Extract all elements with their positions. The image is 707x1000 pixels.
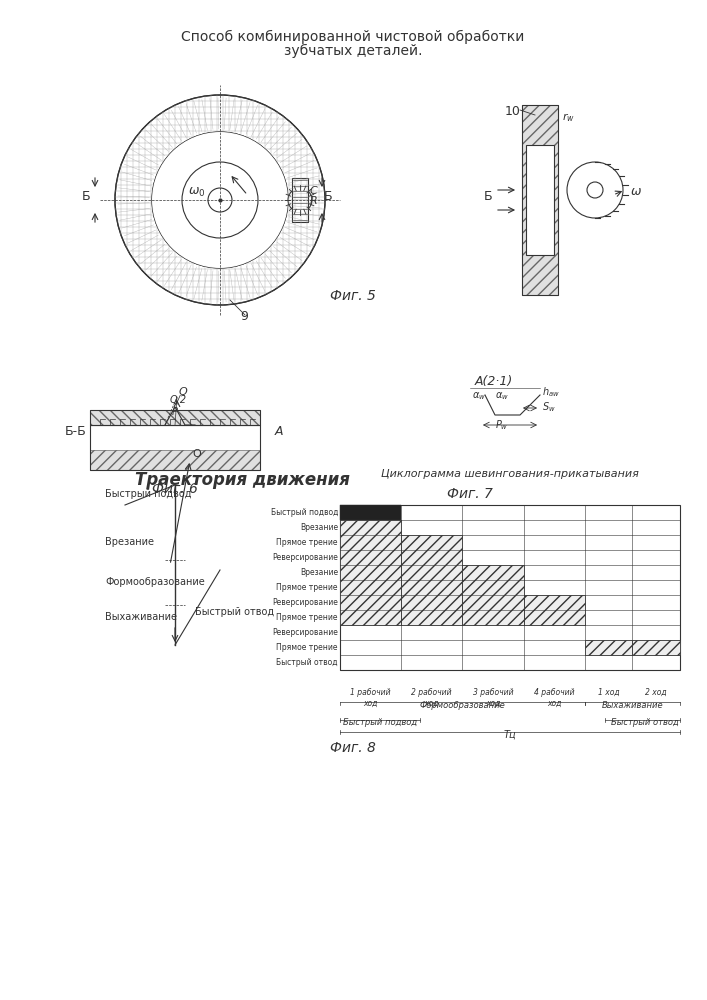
Text: Циклограмма шевингования-прикатывания: Циклограмма шевингования-прикатывания [381,469,639,479]
Text: Траектория движения: Траектория движения [135,471,350,489]
Bar [401,535,462,625]
Text: Прямое трение: Прямое трение [276,583,338,592]
Bar [632,640,680,655]
Text: 10: 10 [505,105,521,118]
Text: $\alpha_w$: $\alpha_w$ [495,390,509,402]
Bar [524,595,585,625]
Bar [90,450,260,470]
Text: C: C [310,186,317,196]
Text: Q: Q [179,387,188,397]
Text: Выхаживание: Выхаживание [105,612,177,622]
Text: A(2·1): A(2·1) [475,375,513,388]
Text: Быстрый отвод: Быстрый отвод [195,607,274,617]
Text: Б: Б [82,190,90,203]
Text: $P_w$: $P_w$ [495,418,508,432]
Bar [340,505,401,520]
Text: Реверсирование: Реверсирование [272,553,338,562]
Text: $S_w$: $S_w$ [542,400,556,414]
Text: Прямое трение: Прямое трение [276,613,338,622]
Bar [585,640,632,655]
Text: Тц: Тц [503,730,516,740]
Bar [522,105,558,295]
Text: 1 рабочий
ход: 1 рабочий ход [350,688,391,707]
Bar [526,145,554,255]
Text: Прямое трение: Прямое трение [276,538,338,547]
Text: Б: Б [484,190,492,203]
Text: R: R [310,196,317,206]
Circle shape [567,162,623,218]
Text: Фиг. 6: Фиг. 6 [152,482,198,496]
Text: Q/2: Q/2 [170,395,187,405]
Circle shape [208,188,232,212]
Text: Фиг. 5: Фиг. 5 [330,289,376,303]
Bar [90,410,260,425]
Text: Формообразование: Формообразование [105,577,205,587]
Text: Б: Б [324,190,332,203]
Text: зубчатых деталей.: зубчатых деталей. [284,44,422,58]
Text: 2 ход: 2 ход [645,688,667,697]
Text: $h_{aw}$: $h_{aw}$ [542,385,560,399]
Circle shape [587,182,603,198]
Text: Фиг. 8: Фиг. 8 [330,741,376,755]
Text: 3 рабочий
ход: 3 рабочий ход [473,688,513,707]
Text: $\omega$: $\omega$ [630,185,642,198]
Text: Выхаживание: Выхаживание [602,701,663,710]
Text: Б-Б: Б-Б [65,425,87,438]
Text: Врезание: Врезание [105,537,154,547]
Text: 1 ход: 1 ход [598,688,619,697]
Text: Реверсирование: Реверсирование [272,598,338,607]
Text: Фиг. 7: Фиг. 7 [447,487,493,501]
Text: Прямое трение: Прямое трение [276,643,338,652]
Text: $\alpha_w$: $\alpha_w$ [472,390,486,402]
Text: Быстрый отвод: Быстрый отвод [276,658,338,667]
Text: $r_w$: $r_w$ [562,111,575,124]
Text: Реверсирование: Реверсирование [272,628,338,637]
Bar [462,565,524,625]
Wedge shape [115,95,325,305]
Text: Формообразование: Формообразование [419,701,506,710]
Text: 9: 9 [240,310,248,323]
Text: $\omega_0$: $\omega_0$ [188,186,206,199]
Text: P: P [172,407,178,417]
Text: A: A [275,425,284,438]
Bar [90,425,260,470]
Bar [90,410,260,425]
Text: Способ комбинированной чистовой обработки: Способ комбинированной чистовой обработк… [181,30,525,44]
Text: Врезание: Врезание [300,523,338,532]
Circle shape [288,188,312,212]
Circle shape [152,132,288,268]
Bar [340,505,680,670]
Bar [340,520,401,625]
Text: Быстрый отвод: Быстрый отвод [611,718,679,727]
Text: Врезание: Врезание [300,568,338,577]
Bar [292,178,308,222]
Text: 2 рабочий
ход: 2 рабочий ход [411,688,452,707]
Text: Быстрый подвод: Быстрый подвод [271,508,338,517]
Text: Быстрый подвод: Быстрый подвод [343,718,417,727]
Text: 4 рабочий
ход: 4 рабочий ход [534,688,575,707]
Text: Быстрый подвод: Быстрый подвод [105,489,192,499]
Bar [522,105,558,295]
Text: O: O [192,449,201,459]
